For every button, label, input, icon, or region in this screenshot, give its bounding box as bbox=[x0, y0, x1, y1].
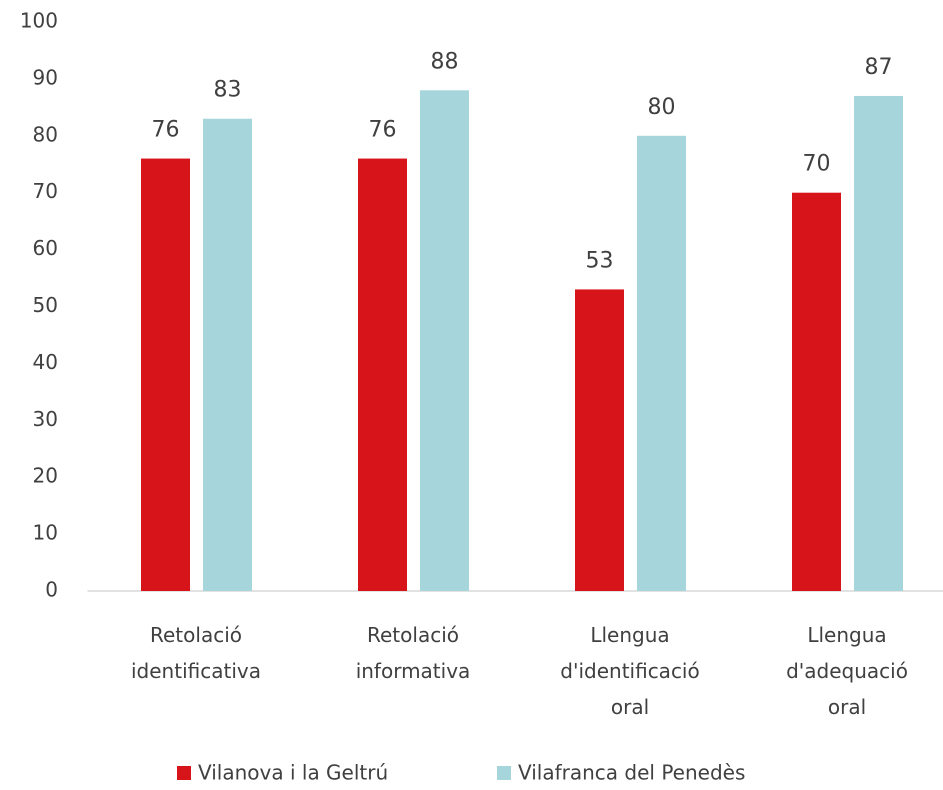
x-tick-label: Retolació identificativa bbox=[131, 623, 261, 683]
bar bbox=[575, 289, 624, 591]
data-label: 80 bbox=[648, 95, 676, 120]
data-label: 83 bbox=[214, 78, 242, 103]
x-tick-label: Llengua d'adequació oral bbox=[786, 623, 908, 719]
y-tick-label: 50 bbox=[33, 293, 58, 317]
legend-label: Vilanova i la Geltrú bbox=[198, 761, 388, 785]
x-tick-label: Retolació informativa bbox=[356, 623, 471, 683]
y-tick-label: 90 bbox=[33, 65, 58, 89]
legend-swatch bbox=[497, 766, 511, 780]
bar bbox=[854, 95, 903, 591]
bar bbox=[358, 158, 407, 591]
data-label: 76 bbox=[369, 118, 397, 143]
y-tick-label: 100 bbox=[20, 9, 58, 33]
y-tick-label: 60 bbox=[33, 236, 58, 260]
x-tick-label: Llengua d'identificació oral bbox=[560, 623, 699, 719]
legend-swatch bbox=[177, 766, 191, 780]
data-label: 76 bbox=[152, 118, 180, 143]
bar bbox=[420, 90, 469, 591]
data-label: 88 bbox=[431, 49, 459, 74]
data-label: 70 bbox=[803, 152, 831, 177]
bar bbox=[141, 158, 190, 591]
y-tick-label: 70 bbox=[33, 179, 58, 203]
y-tick-label: 40 bbox=[33, 350, 58, 374]
y-tick-label: 30 bbox=[33, 407, 58, 431]
bar bbox=[637, 135, 686, 592]
data-label: 87 bbox=[865, 55, 893, 80]
y-tick-label: 10 bbox=[33, 521, 58, 545]
bar bbox=[203, 118, 252, 591]
y-tick-label: 0 bbox=[45, 578, 58, 602]
bar bbox=[792, 192, 841, 591]
data-label: 53 bbox=[586, 248, 614, 273]
y-tick-label: 80 bbox=[33, 122, 58, 146]
legend-label: Vilafranca del Penedès bbox=[518, 761, 745, 785]
y-tick-label: 20 bbox=[33, 464, 58, 488]
